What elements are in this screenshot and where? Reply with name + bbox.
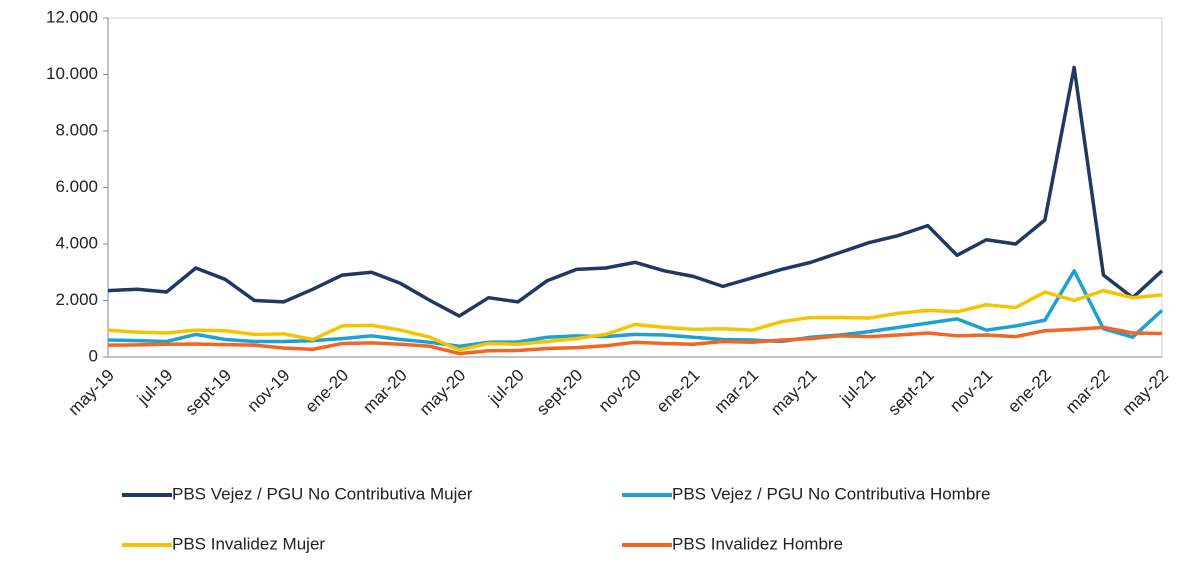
legend-label: PBS Invalidez Mujer (172, 534, 325, 553)
y-tick-label: 8.000 (55, 120, 98, 139)
x-tick-label: sept-19 (182, 366, 236, 420)
x-tick-label: ene-21 (653, 366, 704, 417)
series-line (107, 288, 1163, 352)
x-tick-label: mar-21 (711, 366, 763, 418)
x-tick-label: may-21 (767, 366, 821, 420)
x-tick-label: may-20 (416, 366, 470, 420)
x-tick-label: jul-20 (484, 366, 528, 410)
y-tick-label: 4.000 (55, 233, 98, 252)
legend-label: PBS Vejez / PGU No Contributiva Mujer (172, 484, 473, 503)
y-tick-label: 12.000 (46, 7, 98, 26)
x-tick-label: nov-21 (946, 366, 996, 416)
x-tick-label: ene-22 (1004, 366, 1055, 417)
legend-label: PBS Vejez / PGU No Contributiva Hombre (672, 484, 990, 503)
x-tick-label: sept-20 (533, 366, 587, 420)
series-line (107, 325, 1163, 356)
x-tick-label: mar-20 (359, 366, 411, 418)
series-line (107, 65, 1164, 318)
x-tick-label: ene-20 (301, 366, 352, 417)
x-tick-label: may-22 (1118, 366, 1172, 420)
x-tick-label: jul-19 (133, 366, 177, 410)
x-tick-label: jul-21 (836, 366, 880, 410)
y-tick-label: 0 (89, 346, 98, 365)
x-tick-label: nov-19 (243, 366, 293, 416)
x-tick-label: mar-22 (1062, 366, 1114, 418)
y-tick-label: 2.000 (55, 290, 98, 309)
x-tick-label: sept-21 (884, 366, 938, 420)
legend-label: PBS Invalidez Hombre (672, 534, 843, 553)
series-line (107, 269, 1164, 349)
y-tick-label: 10.000 (46, 64, 98, 83)
y-tick-label: 6.000 (55, 177, 98, 196)
x-tick-label: nov-20 (595, 366, 645, 416)
x-tick-label: may-19 (64, 366, 118, 420)
